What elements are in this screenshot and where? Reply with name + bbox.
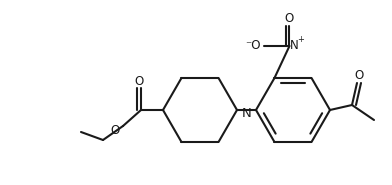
Text: O: O bbox=[134, 75, 143, 88]
Text: O: O bbox=[285, 12, 294, 26]
Text: N: N bbox=[241, 107, 251, 120]
Text: +: + bbox=[297, 36, 304, 44]
Text: O: O bbox=[354, 68, 364, 82]
Text: O: O bbox=[111, 124, 120, 137]
Text: ⁻O: ⁻O bbox=[245, 39, 260, 53]
Text: N: N bbox=[290, 39, 299, 53]
